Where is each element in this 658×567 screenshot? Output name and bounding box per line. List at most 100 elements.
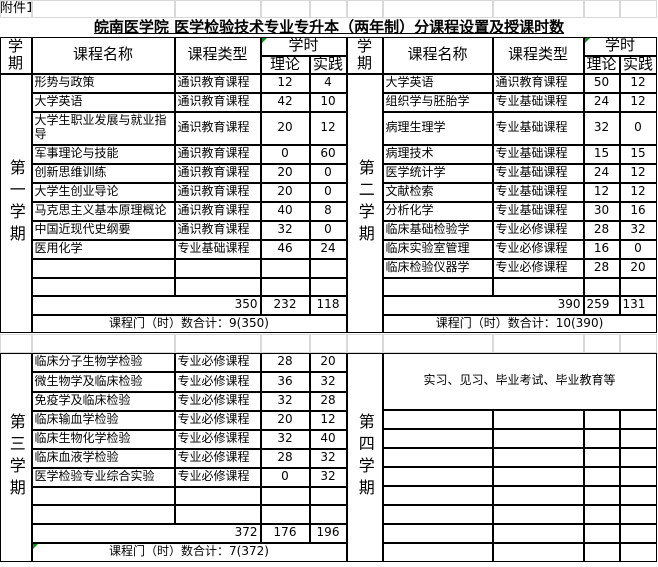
semester-total-hours: 350 [31,295,261,315]
semester-total-practice: 131 [619,295,657,315]
header-theory: 理论 [260,55,310,74]
course-type: 专业必修课程 [492,258,584,278]
header-hours: 学时 [583,36,657,56]
course-type: 通识教育课程 [174,220,261,240]
course-practice-hours [309,258,347,278]
course-theory-hours: 12 [260,73,310,93]
course-type: 专业必修课程 [174,371,261,392]
course-theory-hours: 50 [583,73,620,93]
empty-cell [382,485,493,505]
empty-cell [492,504,584,524]
sheet-gridline [492,333,584,353]
course-theory-hours: 46 [260,239,310,259]
course-practice-hours: 12 [619,92,657,112]
course-type: 专业必修课程 [492,220,584,240]
course-name: 医用化学 [31,239,175,259]
semester-note: 实习、见习、毕业考试、毕业教育等 [382,352,657,410]
course-type: 专业基础课程 [492,144,584,164]
empty-cell [492,409,584,429]
empty-cell [583,485,620,505]
course-theory-hours: 12 [583,182,620,202]
course-name: 大学生职业发展与就业指导 [31,111,175,145]
course-practice-hours [309,277,347,296]
course-name [31,258,175,278]
course-type [492,277,584,296]
course-name [382,277,493,296]
course-name: 组织学与胚胎学 [382,92,493,112]
course-name: 大学英语 [382,73,493,93]
course-practice-hours: 40 [309,429,347,449]
course-practice-hours: 0 [619,111,657,145]
course-name: 医学统计学 [382,163,493,183]
semester-total-theory: 176 [260,523,310,543]
course-name [31,504,175,524]
course-practice-hours: 12 [309,111,347,145]
attachment-label: 附件1 [0,1,35,16]
course-theory-hours: 42 [260,92,310,112]
course-theory-hours: 20 [260,182,310,202]
course-practice-hours: 16 [619,201,657,221]
course-theory-hours [260,504,310,524]
sheet-gridline [0,0,32,18]
course-theory-hours [260,277,310,296]
page-title: 皖南医学院 医学检验技术专业专升本（两年制）分课程设置及授课时数 [93,18,565,36]
empty-cell [382,409,493,429]
header-semester: 学期 [0,36,32,74]
course-name: 临床基础检验学 [382,220,493,240]
course-name: 创新思维训练 [31,163,175,183]
course-theory-hours: 20 [260,111,310,145]
sheet-gridline [346,333,383,353]
sheet-gridline [583,0,620,18]
course-practice-hours: 20 [309,352,347,372]
empty-cell [492,542,584,562]
course-name: 分析化学 [382,201,493,221]
course-theory-hours: 0 [260,144,310,164]
course-name: 微生物学及临床检验 [31,371,175,392]
course-practice-hours: 32 [309,448,347,468]
course-type: 通识教育课程 [174,201,261,221]
course-practice-hours: 0 [309,220,347,240]
sheet-gridline [260,0,310,18]
empty-cell [619,542,657,562]
course-name: 大学英语 [31,92,175,112]
course-name: 临床检验仪器学 [382,258,493,278]
comment-marker [585,38,590,43]
semester-total-theory: 259 [583,295,620,315]
course-theory-hours: 32 [260,220,310,240]
header-practice: 实践 [619,55,657,74]
course-theory-hours: 36 [260,371,310,392]
course-name: 马克思主义基本原理概论 [31,201,175,221]
header-course-name: 课程名称 [31,36,175,74]
course-practice-hours: 8 [309,201,347,221]
empty-cell [382,542,493,562]
header-course-type: 课程类型 [492,36,584,74]
course-practice-hours: 60 [309,144,347,164]
empty-cell [619,409,657,429]
course-theory-hours: 0 [260,467,310,487]
course-name [31,277,175,296]
empty-cell [583,523,620,543]
course-practice-hours [309,504,347,524]
course-practice-hours: 0 [309,182,347,202]
course-name: 军事理论与技能 [31,144,175,164]
semester-total-hours: 372 [31,523,261,543]
course-theory-hours: 15 [583,144,620,164]
empty-cell [382,523,493,543]
course-practice-hours: 32 [309,371,347,392]
course-theory-hours [583,277,620,296]
sheet-gridline [31,333,175,353]
semester-total-practice: 118 [309,295,347,315]
course-theory-hours: 24 [583,92,620,112]
sheet-gridline [174,0,261,18]
course-theory-hours: 20 [260,163,310,183]
course-practice-hours: 0 [619,239,657,259]
header-theory: 理论 [583,55,620,74]
sheet-gridline [382,333,493,353]
header-practice: 实践 [309,55,347,74]
course-name: 病理生理学 [382,111,493,145]
semester-summary: 课程门（时）数合计：10(390) [382,314,657,333]
empty-cell [619,466,657,486]
course-type: 专业必修课程 [492,239,584,259]
semester-total-hours: 390 [382,295,584,315]
course-theory-hours: 20 [260,410,310,430]
